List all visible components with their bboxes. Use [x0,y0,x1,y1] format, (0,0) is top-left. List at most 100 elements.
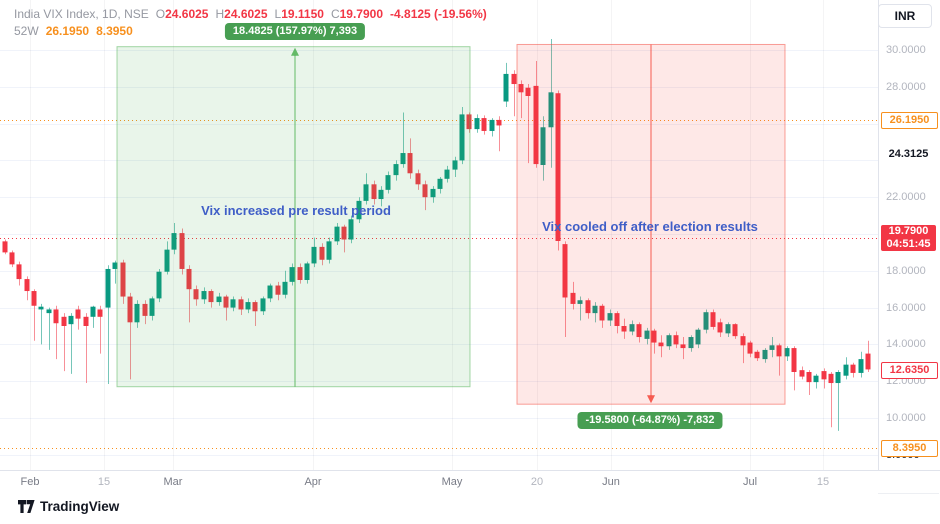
candle[interactable] [348,215,354,244]
candle[interactable] [732,323,738,339]
candle[interactable] [496,116,502,152]
candle[interactable] [607,309,613,326]
candle[interactable] [31,289,37,341]
candle[interactable] [644,327,650,345]
candle[interactable] [799,366,805,380]
candle[interactable] [2,239,8,255]
candle[interactable] [710,309,716,330]
candle[interactable] [444,165,450,183]
candle[interactable] [179,228,185,275]
candle[interactable] [171,222,177,255]
candle[interactable] [341,224,347,253]
candle[interactable] [474,114,480,133]
candle[interactable] [769,337,775,358]
candle[interactable] [53,305,59,360]
candle[interactable] [821,368,827,389]
candle[interactable] [24,276,30,301]
candle[interactable] [282,270,288,299]
candle[interactable] [452,156,458,177]
candle[interactable] [400,112,406,168]
candle[interactable] [127,292,133,380]
candle[interactable] [518,80,524,119]
candle[interactable] [828,372,834,428]
candle[interactable] [275,281,281,301]
candle[interactable] [97,305,103,354]
candle[interactable] [134,300,140,328]
candle[interactable] [570,281,576,310]
candle[interactable] [658,335,664,358]
candle[interactable] [614,311,620,334]
candle[interactable] [238,296,244,315]
candle[interactable] [90,305,96,328]
candle[interactable] [9,250,15,268]
tradingview-logo[interactable]: TradingView [18,499,119,514]
candle[interactable] [754,349,760,361]
candle[interactable] [245,298,251,314]
candle[interactable] [38,303,44,345]
currency-button[interactable]: INR [878,4,932,28]
candle[interactable] [703,309,709,334]
candle[interactable] [651,328,657,354]
candle[interactable] [858,351,864,378]
candle[interactable] [511,70,517,117]
candle[interactable] [267,283,273,303]
candle[interactable] [326,237,332,264]
candle[interactable] [695,327,701,349]
candle[interactable] [459,107,465,165]
candle[interactable] [252,300,258,326]
candle[interactable] [481,115,487,135]
candle[interactable] [311,237,317,268]
candle[interactable] [776,343,782,376]
candle[interactable] [843,357,849,380]
candle[interactable] [489,118,495,137]
candle[interactable] [740,333,746,364]
candle[interactable] [629,320,635,336]
candle[interactable] [791,346,797,391]
candle[interactable] [393,160,399,181]
price-axis[interactable]: 30.000028.000024.000022.000018.000016.00… [878,0,940,470]
candle[interactable] [725,322,731,338]
candle[interactable] [201,287,207,304]
candle[interactable] [371,180,377,205]
candle[interactable] [636,322,642,343]
candle[interactable] [717,318,723,338]
candle[interactable] [422,180,428,211]
candle[interactable] [142,300,148,325]
candle[interactable] [599,303,605,328]
candle[interactable] [437,176,443,194]
annotation-pre-result-text[interactable]: Vix increased pre result period [201,203,391,218]
candle[interactable] [525,84,531,164]
candles-layer[interactable] [2,38,871,431]
candle[interactable] [156,268,162,303]
candle[interactable] [319,243,325,266]
candle[interactable] [430,186,436,203]
annotation-post-result-text[interactable]: Vix cooled off after election results [542,219,758,234]
candle[interactable] [585,298,591,319]
candle[interactable] [813,373,819,389]
candle[interactable] [784,346,790,361]
candle[interactable] [407,138,413,179]
candle[interactable] [850,362,856,378]
candle[interactable] [540,116,546,181]
candle[interactable] [164,241,170,275]
candle[interactable] [105,265,111,384]
candle[interactable] [680,337,686,360]
candle[interactable] [193,285,199,306]
candle[interactable] [673,331,679,349]
candle[interactable] [533,61,539,168]
candle[interactable] [334,222,340,246]
candle[interactable] [592,302,598,323]
candle[interactable] [223,294,229,321]
pre-result-rally-region[interactable] [116,46,471,388]
candle[interactable] [762,348,768,363]
candle[interactable] [621,318,627,339]
candle[interactable] [83,313,89,384]
candle[interactable] [260,296,266,315]
candle[interactable] [415,169,421,190]
time-axis[interactable]: Feb 15 Mar Apr May 20 Jun Jul 15 [0,470,878,494]
candle[interactable] [297,263,303,284]
candle[interactable] [120,259,126,304]
candle[interactable] [806,370,812,395]
candle[interactable] [356,197,362,223]
candlestick-chart-canvas[interactable] [0,0,878,470]
